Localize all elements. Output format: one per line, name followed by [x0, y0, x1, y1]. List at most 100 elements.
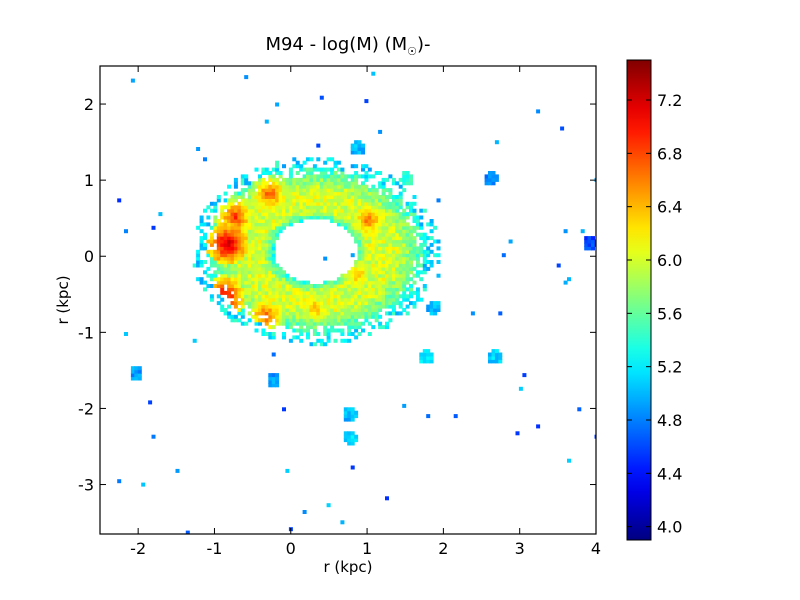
heatmap-cell	[391, 201, 396, 206]
heatmap-cell	[261, 201, 266, 206]
heatmap-cell	[196, 147, 201, 151]
heatmap-cell	[330, 297, 335, 302]
heatmap-cell	[227, 219, 232, 223]
heatmap-cell	[237, 201, 242, 206]
heatmap-cell	[203, 246, 207, 251]
heatmap-cell	[330, 219, 335, 223]
heatmap-cell	[220, 308, 225, 312]
heatmap-cell	[209, 263, 214, 268]
heatmap-cell	[402, 181, 407, 186]
heatmap-cell	[254, 236, 259, 241]
heatmap-cell	[354, 150, 359, 155]
heatmap-cell	[233, 284, 238, 288]
heatmap-cell	[364, 297, 369, 302]
heatmap-cell	[312, 191, 317, 196]
heatmap-cell	[237, 301, 242, 306]
heatmap-cell	[288, 195, 293, 199]
heatmap-cell	[361, 321, 365, 326]
heatmap-cell	[323, 318, 328, 323]
heatmap-cell	[388, 191, 393, 196]
heatmap-cell	[258, 215, 262, 220]
heatmap-cell	[240, 242, 245, 247]
heatmap-cell	[333, 311, 338, 316]
heatmap-cell	[323, 294, 328, 299]
heatmap-cell	[395, 270, 400, 275]
heatmap-cell	[343, 338, 348, 343]
heatmap-cell	[285, 215, 290, 220]
heatmap-cell	[354, 266, 359, 271]
heatmap-cell	[230, 314, 235, 319]
heatmap-cell	[330, 177, 335, 182]
heatmap-cell	[354, 225, 359, 230]
heatmap-cell	[323, 215, 328, 220]
heatmap-cell	[340, 195, 345, 199]
heatmap-cell	[275, 195, 280, 199]
heatmap-cell	[340, 338, 345, 343]
heatmap-cell	[230, 249, 235, 254]
heatmap-cell	[354, 191, 359, 196]
heatmap-cell	[364, 270, 369, 275]
heatmap-cell	[388, 195, 393, 199]
heatmap-cell	[395, 290, 400, 295]
heatmap-cell	[309, 301, 314, 306]
heatmap-cell	[378, 263, 383, 268]
heatmap-cell	[385, 249, 389, 254]
heatmap-cell	[419, 232, 424, 237]
heatmap-cell	[254, 201, 259, 206]
heatmap-cell	[254, 222, 259, 227]
heatmap-cell	[220, 239, 225, 244]
heatmap-cell	[275, 277, 280, 282]
heatmap-cell	[264, 270, 269, 275]
heatmap-cell	[405, 253, 410, 258]
heatmap-cell	[398, 260, 403, 264]
heatmap-cell	[367, 311, 372, 316]
heatmap-cell	[374, 263, 379, 268]
heatmap-cell	[244, 201, 249, 206]
heatmap-cell	[312, 342, 317, 347]
heatmap-cell	[343, 301, 348, 306]
heatmap-cell	[261, 191, 266, 196]
heatmap-cell	[271, 308, 276, 312]
heatmap-cell	[216, 239, 221, 244]
y-axis-label: r (kpc)	[54, 275, 72, 324]
heatmap-cell	[405, 232, 410, 237]
heatmap-cell	[223, 215, 228, 220]
heatmap-cell	[251, 201, 256, 206]
heatmap-cell	[367, 242, 372, 247]
heatmap-cell	[240, 205, 245, 210]
heatmap-cell	[343, 280, 348, 285]
heatmap-cell	[409, 181, 413, 186]
heatmap-cell	[364, 225, 369, 230]
chart-title-main: M94 - log(M) (M	[265, 34, 407, 55]
heatmap-cell	[391, 266, 396, 271]
heatmap-cell	[350, 297, 355, 302]
heatmap-cell	[268, 383, 273, 388]
heatmap-cell	[312, 181, 317, 186]
heatmap-cell	[350, 266, 355, 271]
heatmap-cell	[385, 273, 389, 278]
heatmap-cell	[316, 174, 321, 179]
heatmap-cell	[295, 205, 300, 210]
heatmap-cell	[244, 297, 249, 302]
heatmap-cell	[319, 318, 324, 323]
heatmap-cell	[391, 208, 396, 213]
heatmap-cell	[264, 232, 269, 237]
heatmap-cell	[556, 263, 561, 268]
heatmap-cell	[350, 431, 355, 436]
heatmap-cell	[254, 184, 259, 189]
heatmap-cell	[216, 280, 221, 285]
heatmap-cell	[319, 304, 324, 309]
heatmap-cell	[261, 181, 266, 186]
heatmap-cell	[203, 242, 207, 247]
heatmap-cell	[354, 229, 359, 234]
heatmap-cell	[230, 195, 235, 199]
heatmap-cell	[350, 294, 355, 299]
heatmap-cell	[251, 236, 256, 241]
heatmap-cell	[395, 253, 400, 258]
heatmap-cell	[282, 311, 286, 316]
heatmap-cell	[278, 280, 283, 285]
heatmap-cell	[227, 246, 232, 251]
heatmap-cell	[367, 195, 372, 199]
heatmap-cell	[254, 290, 259, 295]
heatmap-cell	[354, 143, 359, 148]
